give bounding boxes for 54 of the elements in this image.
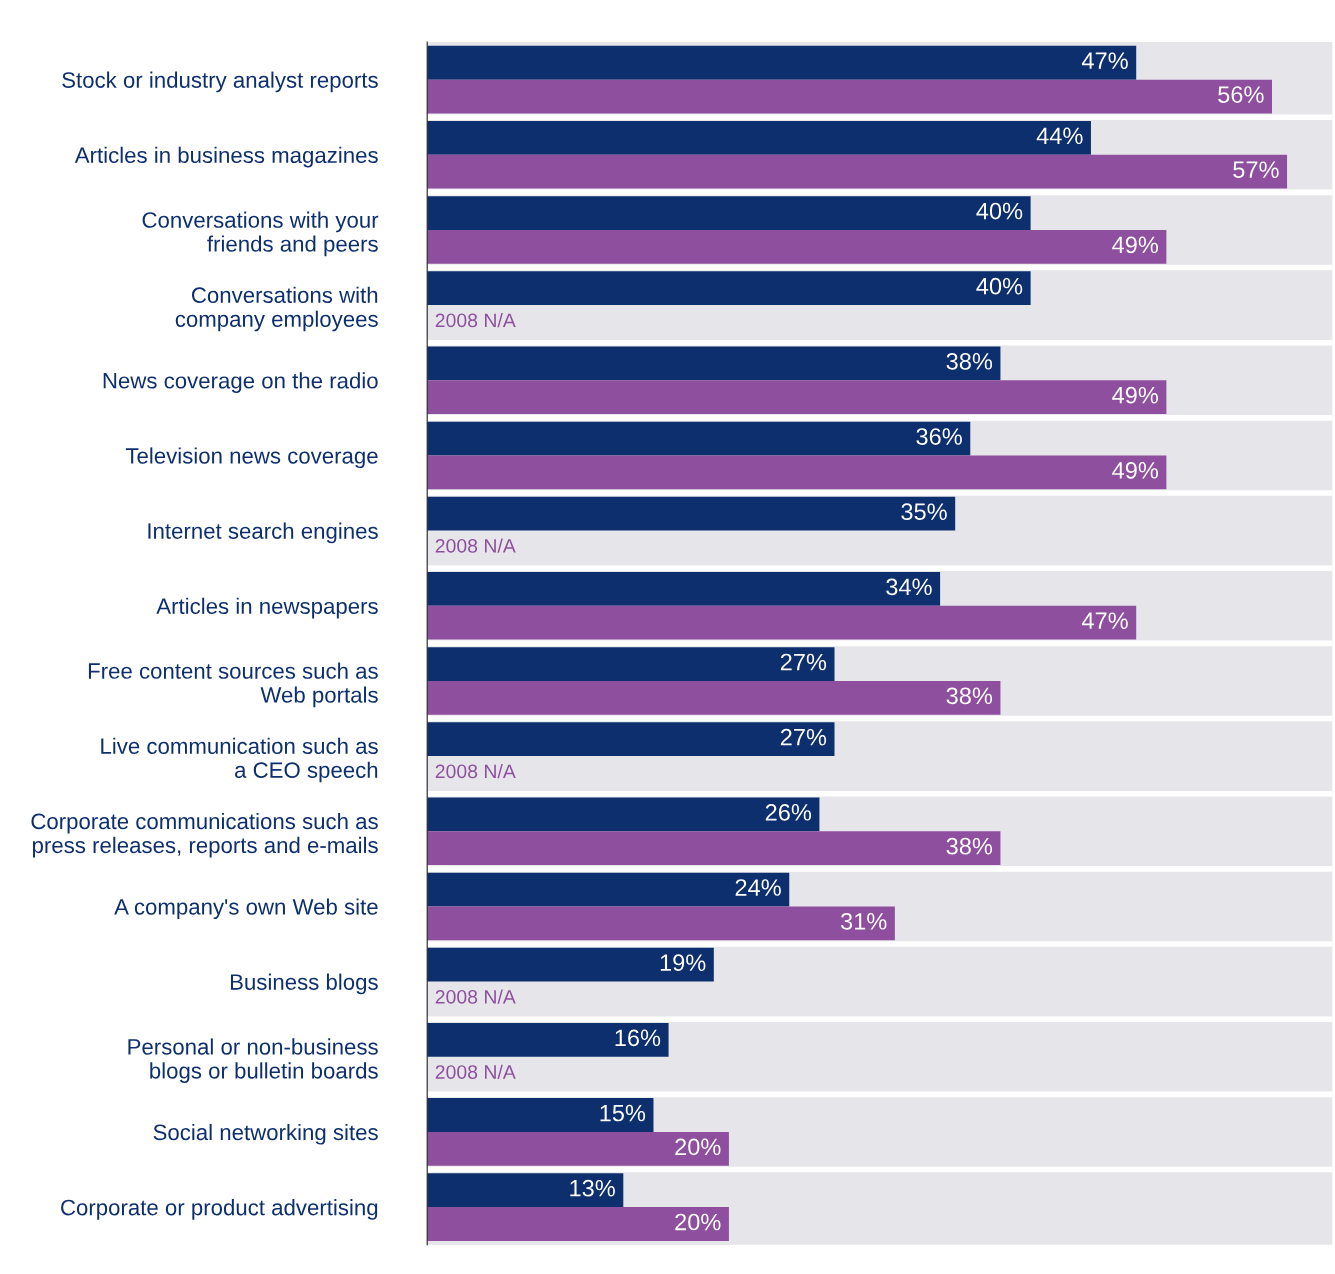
y-tick-label: Internet search engines (148, 522, 378, 544)
data-label: 47% (1081, 612, 1128, 629)
data-label: 19% (660, 954, 706, 972)
y-tick-label: Articles in newspapers (156, 597, 378, 619)
bar (427, 1173, 624, 1208)
text: 2008 N/A (435, 312, 516, 328)
data-label: 31% (840, 912, 887, 930)
data-label: 38% (946, 353, 993, 370)
bar (427, 947, 714, 982)
data-label: 47% (1081, 52, 1128, 69)
data-label: 24% (735, 879, 781, 896)
data-label: 44% (1036, 127, 1083, 145)
data-label: 56% (1218, 86, 1264, 103)
data-label: 49% (1112, 236, 1159, 254)
data-label: 16% (615, 1029, 661, 1047)
y-tick-label: Business blogs (230, 973, 378, 995)
data-label: 40% (976, 202, 1023, 220)
data-label: 49% (1112, 461, 1159, 479)
data-label: 57% (1233, 161, 1279, 179)
bar (427, 1207, 729, 1241)
y-tick-label: Stock or industry analyst reports (62, 71, 378, 93)
data-label: 20% (675, 1138, 721, 1156)
y-tick-label: Personal or non-business blogs or bulletin boards (128, 1038, 378, 1084)
bar (427, 1022, 669, 1057)
y-tick-label: Corporate communications such as press releases, reports and e-mails (31, 812, 378, 858)
data-label: 38% (946, 687, 993, 705)
data-label: 36% (916, 428, 962, 445)
bar (427, 1098, 654, 1132)
data-label: 40% (976, 277, 1023, 295)
data-label: 27% (780, 653, 827, 671)
data-label: 20% (675, 1213, 721, 1231)
y-tick-label: Television news coverage (125, 447, 378, 469)
data-label: 27% (780, 728, 827, 746)
data-label: 15% (600, 1104, 646, 1122)
text: 2008 N/A (435, 538, 516, 553)
bar (427, 45, 1137, 80)
y-tick-label: Live communication such as a CEO speech (101, 737, 378, 783)
data-label: 34% (886, 578, 932, 596)
y-tick-label: Corporate or product advertising (61, 1199, 378, 1220)
y-tick-label: Conversations with your friends and peers (142, 211, 379, 257)
data-label: 38% (946, 837, 993, 855)
y-tick-label: A company's own Web site (114, 898, 378, 920)
y-tick-label: Social networking sites (153, 1123, 378, 1145)
y-tick-label: Articles in business magazines (74, 146, 378, 168)
y-tick-label: Free content sources such as Web portals (88, 662, 378, 708)
data-label: 26% (765, 803, 812, 821)
data-label: 13% (570, 1179, 615, 1197)
text: 2008 N/A (435, 989, 516, 1004)
y-tick-label: Conversations with company employees (175, 286, 378, 332)
y-tick-label: News coverage on the radio (103, 372, 378, 393)
data-label: 49% (1112, 386, 1159, 404)
data-label: 35% (901, 503, 947, 521)
text: 2008 N/A (435, 763, 516, 779)
text: 2008 N/A (435, 1064, 516, 1079)
